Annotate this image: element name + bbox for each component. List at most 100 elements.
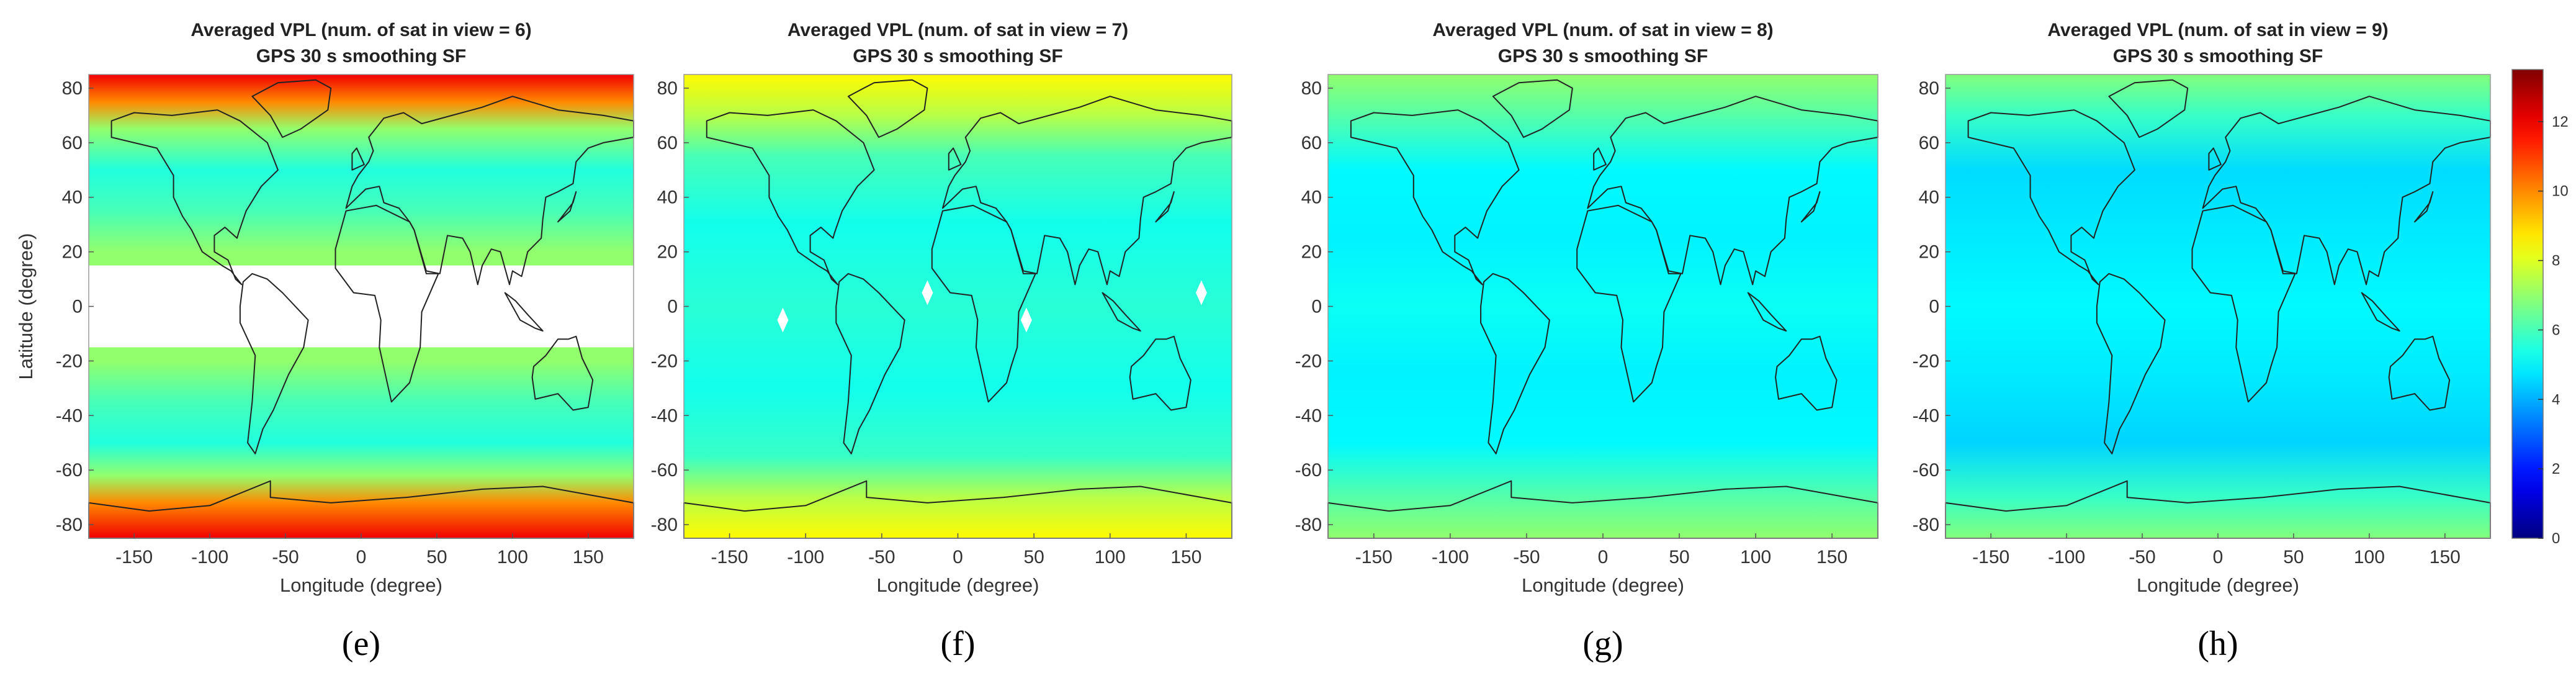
y-tick-label: 60 [657, 133, 678, 153]
y-tick-label: -40 [1295, 405, 1322, 426]
x-axis-label: Longitude (degree) [877, 574, 1039, 596]
coastline [1576, 204, 1682, 403]
panel-f: -150 -100 -50 0 50 100 150 80 60 40 20 0 -20 -40 -60 -8… [651, 20, 1232, 663]
x-axis-label: Longitude (degree) [1522, 574, 1684, 596]
x-tick-label: -50 [2129, 547, 2155, 567]
coastline [504, 292, 544, 332]
colorbar-bar [2511, 69, 2544, 539]
panel-label: (g) [1582, 625, 1623, 663]
panel-h: -150 -100 -50 0 50 100 150 80 60 40 20 0 -20 -40 -60 -8… [1913, 20, 2491, 663]
y-tick-label: 80 [1301, 78, 1322, 99]
coastline [2361, 292, 2400, 332]
y-tick-label: 80 [1919, 78, 1939, 99]
coastlines [683, 79, 1232, 539]
coastline [706, 109, 875, 286]
y-tick-label: -40 [651, 405, 678, 426]
y-tick-label: -80 [1913, 515, 1939, 535]
panel-subtitle: GPS 30 s smoothing SF [853, 46, 1062, 66]
coastline [1967, 109, 2135, 286]
coastline [1800, 191, 1821, 223]
panel-e: -150 -100 -50 0 50 100 150 80 60 40 20 0 -20 -40 -60 -8… [15, 20, 634, 663]
x-tick-label: 50 [1669, 547, 1689, 567]
coastline [847, 79, 928, 138]
y-tick-label: 0 [667, 297, 678, 317]
heatmap-field [684, 75, 1232, 538]
coastline [1102, 292, 1141, 332]
y-tick-label: -60 [56, 460, 83, 481]
y-axis-label: Latitude (degree) [15, 233, 37, 379]
x-tick-label: -150 [711, 547, 748, 567]
coastline [1129, 335, 1192, 411]
coastline [2208, 147, 2222, 171]
coastline [2191, 204, 2296, 403]
x-tick-label: 150 [573, 547, 604, 567]
x-tick-label: 100 [1740, 547, 1771, 567]
y-tick-label: 20 [62, 242, 83, 263]
y-tick-label: 20 [1301, 242, 1322, 263]
y-tick-label: 0 [72, 297, 83, 317]
coastlines [1945, 79, 2491, 539]
panel-subtitle: GPS 30 s smoothing SF [256, 46, 466, 66]
coastline [110, 109, 279, 286]
coastline [948, 147, 962, 171]
x-tick-label: 50 [2283, 547, 2304, 567]
coastline [1492, 79, 1573, 138]
heatmap-field [1945, 75, 2490, 538]
colorbar-tick-label: 2 [2552, 461, 2560, 477]
panel-g: -150 -100 -50 0 50 100 150 80 60 40 20 0 -20 -40 -60 -8… [1295, 20, 1878, 663]
y-tick-label: 80 [657, 78, 678, 99]
coastline [1155, 191, 1175, 223]
panel-title: Averaged VPL (num. of sat in view = 7) [788, 20, 1128, 40]
y-tick-label: 60 [1301, 133, 1322, 153]
x-tick-label: -50 [868, 547, 895, 567]
coastline [2096, 273, 2166, 454]
panel-title: Averaged VPL (num. of sat in view = 6) [191, 20, 531, 40]
coastline [251, 79, 332, 138]
coastline [1480, 273, 1550, 454]
y-tick-label: 40 [1301, 187, 1322, 208]
y-tick-label: 0 [1929, 297, 1939, 317]
x-tick-label: -150 [1355, 547, 1393, 567]
x-tick-label: 0 [2213, 547, 2224, 567]
heatmap-field [1328, 75, 1878, 538]
panel-label: (e) [342, 625, 380, 663]
x-tick-label: -100 [191, 547, 228, 567]
coastline [351, 147, 365, 171]
colorbar-tick-label: 4 [2552, 391, 2560, 408]
coastline [1587, 96, 1878, 286]
coastline [1747, 292, 1787, 332]
x-tick-label: -100 [787, 547, 824, 567]
y-tick-label: 60 [1919, 133, 1939, 153]
y-tick-label: -20 [1913, 351, 1939, 371]
y-tick-label: 20 [657, 242, 678, 263]
coastline [531, 335, 594, 411]
y-tick-label: -60 [1913, 460, 1939, 481]
y-tick-label: -60 [1295, 460, 1322, 481]
y-tick-label: -20 [56, 351, 83, 371]
x-tick-label: 150 [1170, 547, 1201, 567]
no-data-band [89, 265, 634, 348]
colorbar-tick-label: 12 [2552, 114, 2569, 130]
x-tick-label: 0 [953, 547, 963, 567]
x-tick-label: -50 [272, 547, 298, 567]
panel-subtitle: GPS 30 s smoothing SF [2113, 46, 2323, 66]
y-tick-label: -80 [56, 515, 83, 535]
y-tick-label: -80 [651, 515, 678, 535]
no-data-point [1195, 280, 1207, 305]
colorbar-tick-label: 10 [2552, 183, 2569, 200]
no-data-point [777, 307, 789, 333]
coastline [345, 96, 634, 286]
x-tick-label: 100 [497, 547, 528, 567]
x-tick-label: -150 [115, 547, 153, 567]
y-tick-label: 40 [1919, 187, 1939, 208]
x-tick-label: 150 [2430, 547, 2461, 567]
x-axis-label: Longitude (degree) [280, 574, 442, 596]
x-tick-label: 0 [1598, 547, 1609, 567]
coastline [942, 96, 1232, 286]
panel-title: Averaged VPL (num. of sat in view = 9) [2047, 20, 2388, 40]
x-tick-label: 150 [1816, 547, 1847, 567]
coastline [2414, 191, 2434, 223]
x-tick-label: 100 [1095, 547, 1126, 567]
x-tick-label: -50 [1513, 547, 1540, 567]
